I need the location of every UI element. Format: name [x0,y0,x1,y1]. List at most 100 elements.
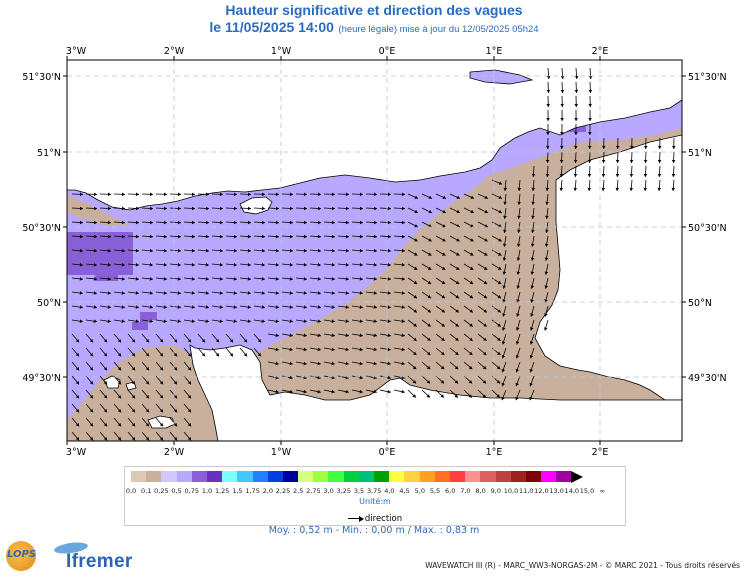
colorbar-tick-label: 14,0 [564,487,580,495]
high-wave-patch-west [67,232,133,281]
wave-direction-arrowhead [205,248,209,253]
wave-direction-arrowhead [531,173,536,177]
wave-direction-arrowhead [89,409,94,413]
colorbar-tick-label: 9,0 [490,487,501,495]
wave-direction-arrowhead [588,118,592,121]
wave-direction-arrowhead [574,145,578,149]
wave-direction-arrowhead [191,305,195,309]
wave-direction-arrowhead [233,220,237,225]
wave-direction-arrowhead [588,89,593,93]
lat-label-left: 51°N [37,148,61,159]
wave-direction-arrowhead [401,291,405,295]
colorbar-tick-label: 2,25 [275,487,291,495]
wave-direction-arrowhead [545,229,549,233]
wave-direction-arrowhead [177,206,181,211]
wave-direction-arrowhead [531,201,535,205]
wave-direction-arrowhead [545,159,550,163]
wave-direction-arrowhead [205,234,209,239]
wave-direction-arrowhead [121,234,125,239]
wave-direction-arrowhead [428,209,432,214]
wave-direction-arrowhead [587,173,592,177]
wave-direction-arrowhead [387,347,391,352]
wave-direction-arrowhead [219,263,223,267]
colorbar-swatch [480,471,496,482]
wave-direction-arrowhead [454,380,459,384]
colorbar-swatch [146,471,162,482]
colorbar-tick-label: 4,0 [384,487,395,495]
wave-direction-arrowhead [149,263,153,267]
wave-direction-arrowhead [89,395,94,399]
wave-direction-arrowhead [159,381,164,385]
wave-direction-arrowhead [187,339,192,343]
wave-direction-arrowhead [470,209,474,214]
wave-direction-arrowhead [117,367,122,371]
colorbar-swatch [191,471,207,482]
wave-direction-arrowhead [401,220,405,225]
wave-direction-arrowhead [544,327,548,331]
wave-direction-arrowhead [163,206,167,211]
wave-direction-arrowhead [454,365,459,370]
wave-direction-arrowhead [103,353,108,357]
wave-direction-arrowhead [159,367,164,371]
colorbar-swatch [510,471,526,482]
wave-direction-arrowhead [345,234,349,239]
wave-direction-arrowhead [93,263,97,267]
wave-direction-arrowhead [345,220,349,225]
wave-direction-arrowhead [121,263,125,267]
wave-direction-arrowhead [501,368,505,373]
colorbar-tick-label: 0,25 [154,487,169,495]
wave-direction-arrowhead [359,291,363,295]
wave-direction-arrowhead [387,234,391,239]
wave-direction-arrowhead [145,381,150,385]
wave-direction-arrowhead [275,192,279,197]
wave-direction-arrowhead [159,353,164,357]
wave-direction-arrowhead [359,206,363,211]
colorbar-swatch [176,471,192,482]
wave-direction-arrowhead [275,319,279,323]
wave-direction-arrowhead [531,187,536,191]
colorbar-swatch [389,471,405,482]
wave-direction-arrowhead [75,395,80,399]
wave-direction-arrowhead [177,248,181,253]
wave-direction-arrowhead [671,187,676,191]
colorbar-tick-label: 2,0 [262,487,273,495]
wave-direction-arrowhead [173,409,178,413]
colorbar-tick-label: 4,5 [399,487,410,495]
wave-direction-arrowhead [517,201,521,205]
wave-direction-arrowhead [629,173,634,177]
wave-direction-arrowhead [545,187,550,191]
wave-direction-arrowhead [247,291,251,295]
colorbar [131,470,584,483]
direction-legend: direction [125,514,625,524]
wave-direction-arrowhead [79,220,83,225]
wave-direction-arrowhead [261,263,265,267]
colorbar-tick-label: 0,0 [125,487,137,495]
wave-direction-arrowhead [317,389,321,394]
lon-label-top: 1°E [486,46,503,57]
wave-direction-arrowhead [412,380,417,384]
wave-direction-arrowhead [89,381,94,385]
wave-direction-arrowhead [159,423,164,427]
wave-direction-arrowhead [331,234,335,239]
wave-direction-arrowhead [498,195,502,199]
map-frame [66,59,683,442]
wave-direction-arrowhead [516,243,521,247]
wave-direction-arrowhead [163,220,167,225]
wave-direction-arrowhead [331,192,335,197]
wave-direction-arrowhead [121,305,125,309]
wave-direction-arrowhead [470,252,474,256]
wave-direction-arrowhead [517,229,521,233]
wave-direction-arrowhead [205,319,209,323]
wave-direction-arrowhead [191,248,195,253]
colorbar-tick-label: 11,0 [518,487,534,495]
wave-direction-arrowhead [247,305,251,309]
wave-direction-arrowhead [468,365,473,370]
wave-direction-arrowhead [173,395,178,399]
wave-direction-arrowhead [89,353,94,357]
wave-direction-arrowhead [483,280,488,284]
wave-direction-arrowhead [359,375,363,380]
wave-direction-arrowhead [79,192,83,197]
colorbar-swatch [237,471,253,482]
wave-direction-arrowhead [135,220,139,225]
wave-direction-arrowhead [145,353,150,357]
